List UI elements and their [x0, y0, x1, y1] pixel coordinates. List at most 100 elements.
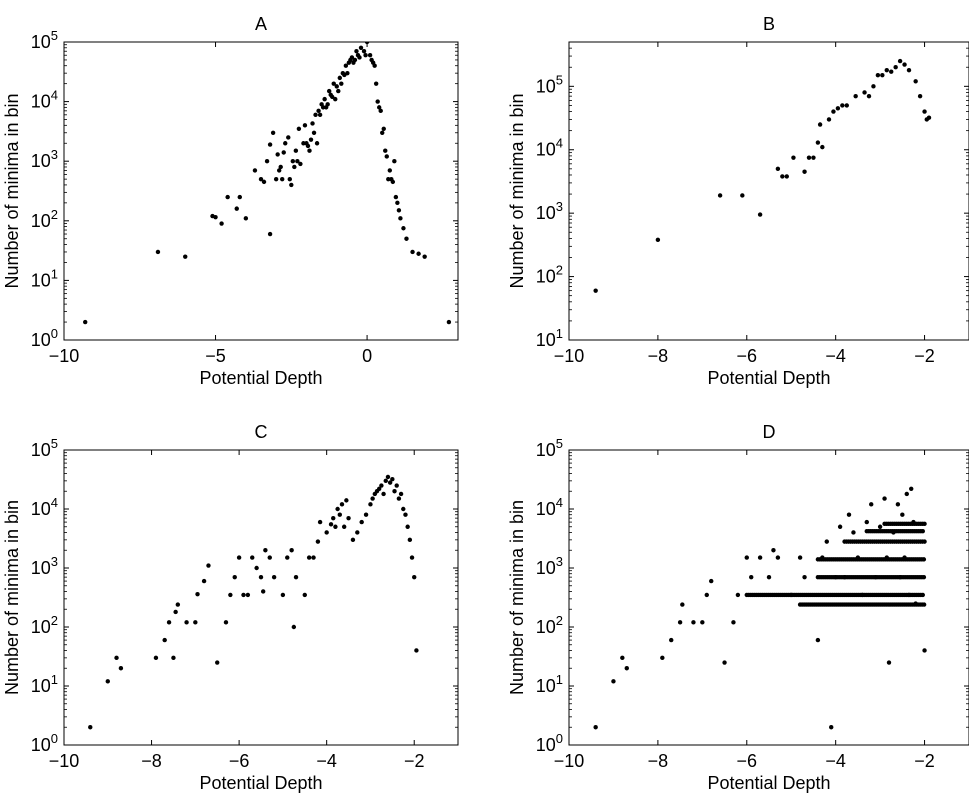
chart-d-point	[846, 512, 852, 517]
chart-c-point	[398, 491, 404, 497]
chart-d-point	[886, 660, 892, 665]
chart-c-point	[193, 620, 198, 625]
chart-d-x-tick-label: −6	[737, 751, 758, 771]
chart-a-point	[416, 251, 421, 256]
chart-a-point	[392, 159, 397, 164]
chart-c-point	[88, 725, 93, 730]
chart-a-x-tick-label: 0	[362, 346, 372, 366]
chart-c-point	[385, 474, 391, 480]
chart-a-point	[373, 81, 379, 86]
chart-d-x-tick-label: −10	[554, 751, 585, 771]
chart-d-point	[775, 555, 781, 560]
chart-c-point	[162, 637, 167, 643]
chart-c-point	[405, 524, 410, 529]
chart-d-point	[735, 592, 741, 598]
chart-a-y-axis-label: Number of minima in bin	[2, 93, 22, 288]
chart-c-point	[195, 591, 200, 597]
chart-a-point	[270, 130, 276, 135]
chart-b-point	[815, 140, 821, 145]
chart-b-point	[902, 62, 907, 67]
chart-c-axes-box	[63, 449, 459, 746]
chart-d: −10 −8 −6 −4 −2 100 101 102 103 104 105 D Potential …	[507, 422, 969, 793]
chart-a-point	[410, 249, 415, 255]
chart-c-x-tick-label: −6	[229, 751, 250, 771]
chart-b-point	[820, 144, 825, 150]
chart-a-point	[375, 99, 380, 104]
chart-a-point	[276, 168, 282, 173]
chart-c-x-tick-label: −2	[404, 751, 425, 771]
chart-c-point	[201, 578, 207, 584]
chart-a-point	[213, 214, 218, 220]
chart-c-point	[260, 589, 266, 594]
chart-b-x-tick-label: −2	[914, 346, 935, 366]
chart-a-point	[336, 88, 341, 94]
chart-d-y-tick-label: 104	[536, 495, 563, 519]
chart-c-point	[114, 655, 119, 661]
chart-d-point	[660, 655, 665, 661]
chart-c-point	[228, 592, 233, 598]
chart-a-point	[298, 161, 303, 167]
chart-a-point	[352, 57, 358, 63]
chart-d-point	[837, 524, 843, 529]
chart-a-point	[381, 126, 386, 131]
chart-d-x-tick-label: −2	[914, 751, 935, 771]
chart-c-point	[317, 519, 323, 525]
chart-a-point	[401, 226, 406, 231]
chart-c-point	[289, 548, 294, 553]
chart-b-point	[897, 58, 903, 64]
chart-c-point	[337, 512, 342, 517]
chart-c-point	[392, 489, 397, 494]
chart-d-point	[815, 637, 821, 643]
chart-b-y-tick-label: 101	[536, 326, 563, 350]
chart-c-point	[263, 548, 268, 553]
chart-a-point	[243, 216, 249, 221]
chart-a-point	[273, 176, 279, 182]
chart-b-point	[913, 79, 918, 84]
chart-c-point	[379, 483, 384, 488]
chart-c-point	[335, 506, 340, 512]
chart-c-point	[258, 574, 264, 580]
chart-d-point	[797, 555, 803, 560]
chart-b-point	[811, 155, 816, 160]
chart-c-y-tick-label: 105	[31, 436, 58, 460]
chart-b-point	[775, 166, 781, 172]
chart-c-point	[293, 574, 299, 580]
chart-c: −10 −8 −6 −4 −2 100 101 102 103 104 105 C Potential …	[2, 422, 459, 793]
chart-c-x-tick-label: −4	[316, 751, 337, 771]
chart-d-point	[877, 524, 883, 529]
chart-a-point	[225, 194, 230, 200]
chart-d-title: D	[763, 422, 776, 442]
chart-b-point	[835, 106, 841, 111]
chart-b-point	[875, 72, 881, 78]
chart-d-band-point	[920, 529, 925, 534]
chart-b-point	[840, 103, 845, 108]
chart-c-point	[280, 592, 286, 598]
chart-a-y-tick-label: 105	[31, 28, 58, 52]
chart-a-point	[293, 148, 299, 153]
chart-b-point	[884, 67, 889, 73]
chart-d-points	[593, 486, 927, 730]
chart-a-y-tick-label: 102	[31, 207, 58, 231]
chart-c-x-axis-label: Potential Depth	[199, 773, 322, 793]
chart-c-point	[346, 515, 351, 521]
chart-a-point	[237, 194, 242, 200]
chart-a-point	[364, 42, 370, 45]
chart-b-y-tick-label: 104	[536, 136, 563, 160]
chart-b-x-axis-label: Potential Depth	[707, 368, 830, 388]
chart-c-point	[153, 655, 159, 661]
chart-a: −10 −5 0 100 101 102 103 104 105 A Potential Depth…	[2, 14, 459, 388]
chart-d-point	[895, 502, 901, 507]
chart-b-x-tick-label: −10	[554, 346, 585, 366]
chart-a-point	[378, 108, 383, 114]
chart-a-point	[334, 84, 339, 89]
chart-a-point	[83, 319, 88, 325]
chart-b-point	[871, 84, 876, 89]
chart-d-y-tick-label: 100	[536, 731, 563, 755]
chart-c-x-tick-label: −8	[141, 751, 162, 771]
chart-c-point	[396, 496, 402, 501]
chart-c-point	[390, 476, 395, 482]
chart-d-point	[864, 519, 869, 525]
chart-a-point	[234, 206, 239, 211]
chart-b-y-tick-label: 103	[536, 199, 563, 223]
chart-a-point	[292, 164, 297, 170]
